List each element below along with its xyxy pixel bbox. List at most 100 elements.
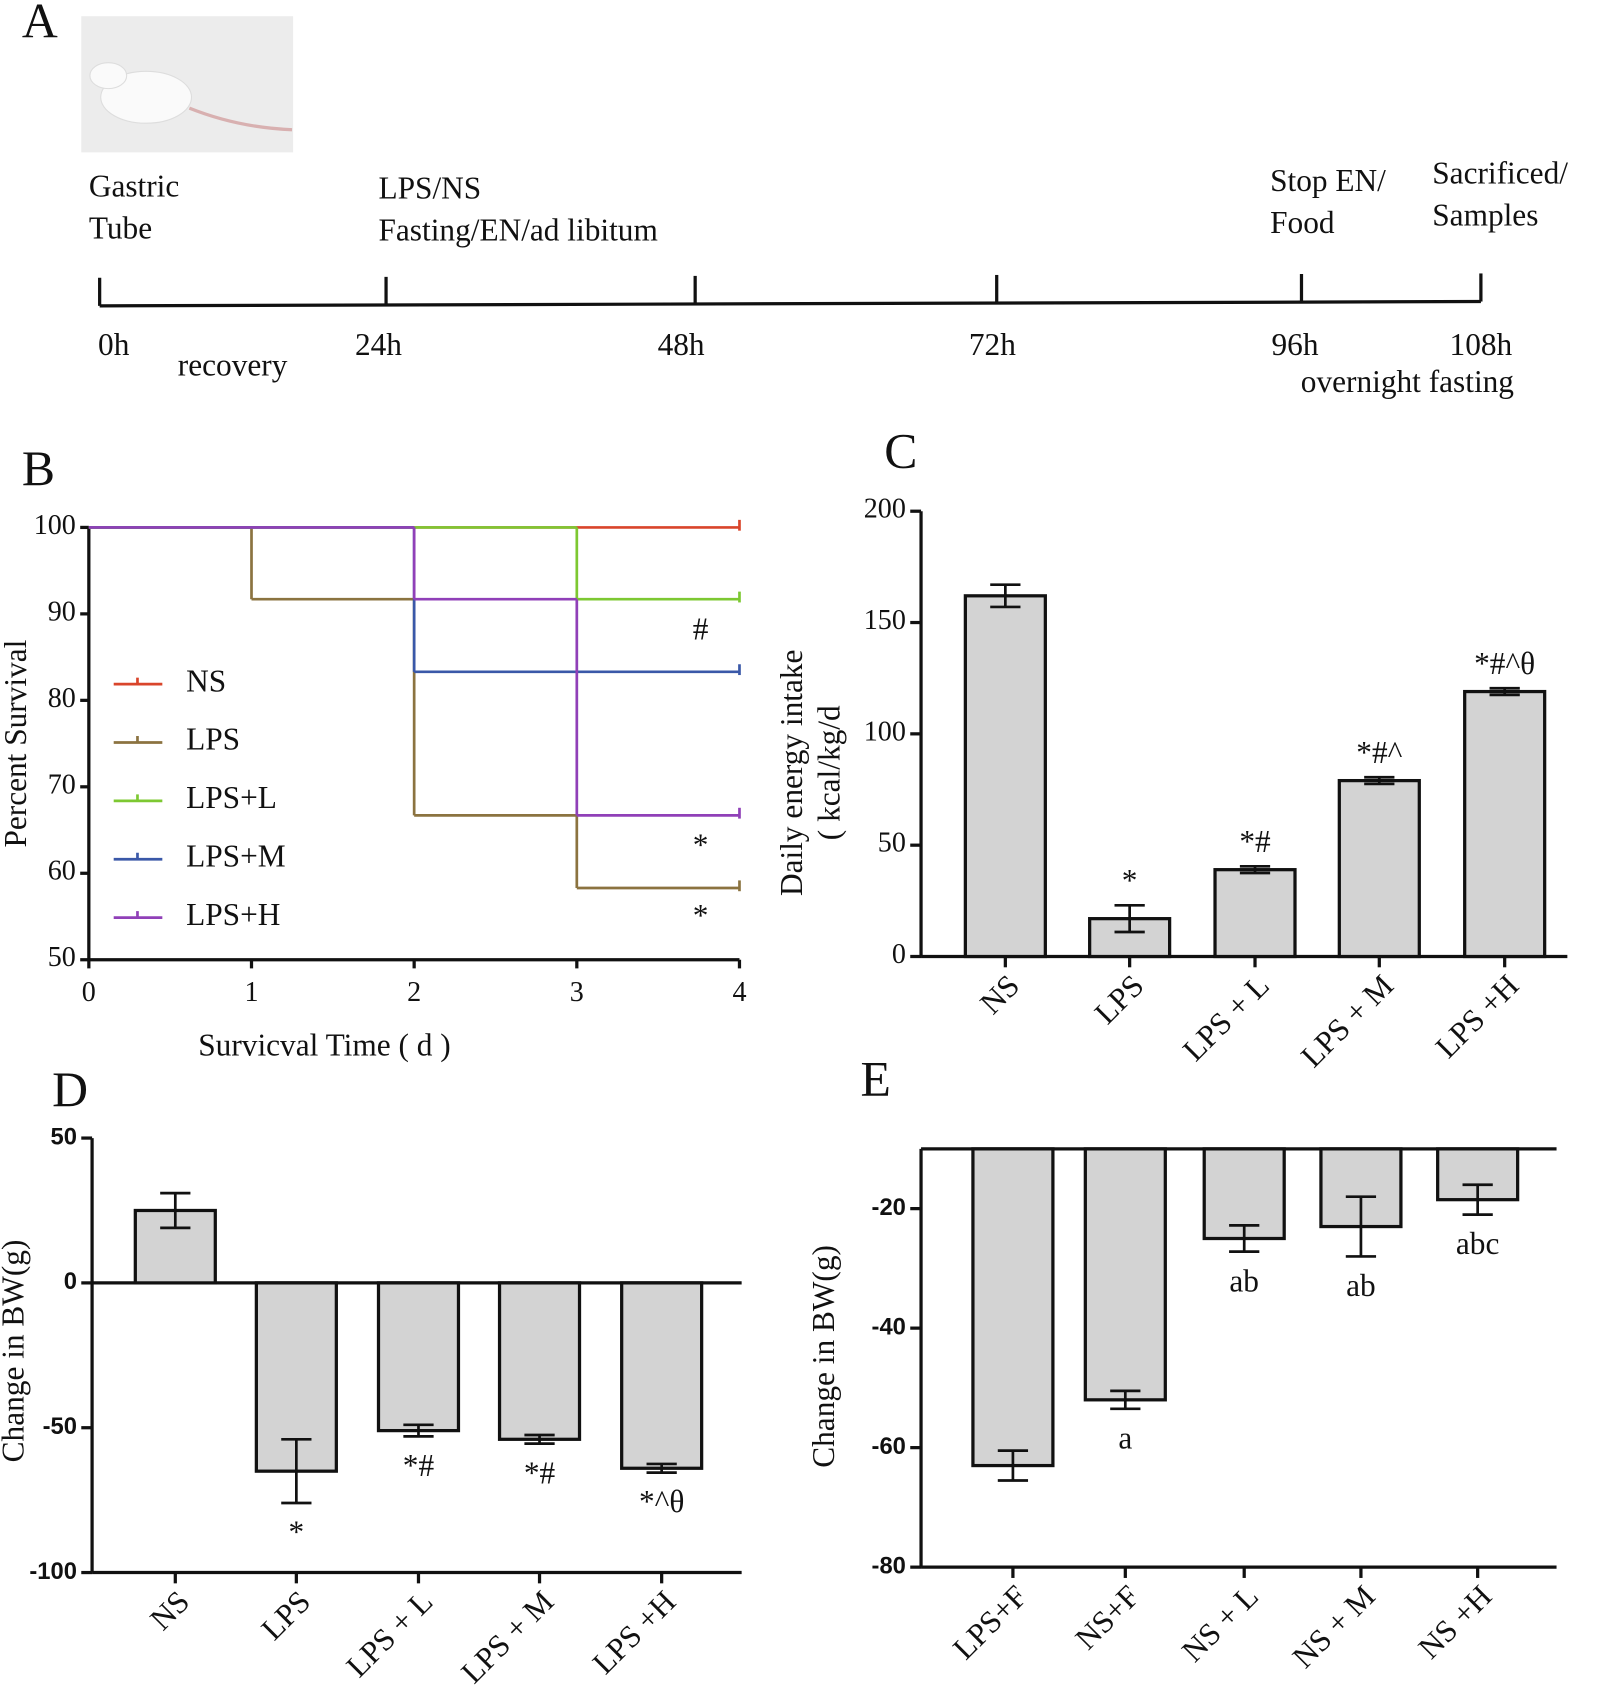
timeline-event: Food (1270, 205, 1335, 240)
timeline-phase: overnight fasting (1301, 364, 1514, 399)
timeline-event: Stop EN/ (1270, 163, 1386, 198)
annotation: * (289, 1515, 305, 1550)
legend-label: LPS (186, 722, 240, 757)
x-tick-label: LPS (1088, 968, 1151, 1031)
x-tick-label: NS+F (1068, 1578, 1146, 1656)
bar (971, 1147, 1055, 1468)
timeline-tick-label: 108h (1450, 327, 1513, 362)
y-tick-label: 70 (48, 769, 76, 800)
legend-label: LPS+H (186, 897, 280, 932)
panel-label: E (861, 1051, 891, 1106)
annotation: *#^θ (1474, 646, 1535, 681)
y-axis-label: Daily energy intake (774, 650, 809, 896)
x-tick-label: LPS +H (1429, 968, 1526, 1065)
x-tick-label: LPS+F (946, 1578, 1034, 1666)
x-tick-label: 2 (407, 977, 421, 1008)
annotation: ab (1229, 1263, 1259, 1298)
annotation: a (1118, 1420, 1132, 1455)
timeline-tick-label: 48h (658, 327, 705, 362)
annotation: *#^ (1356, 735, 1402, 770)
x-tick-label: LPS + L (1176, 968, 1276, 1068)
x-tick-label: NS + M (1285, 1578, 1381, 1674)
rat-body (100, 70, 193, 124)
y-tick-label: 50 (51, 1123, 77, 1150)
bar (1463, 689, 1547, 959)
bar (1083, 1147, 1167, 1402)
annotation: ab (1346, 1268, 1376, 1303)
y-tick-label: 80 (48, 683, 76, 714)
y-axis-label: Change in BW(g) (0, 1240, 31, 1463)
x-tick-label: LPS +H (586, 1584, 683, 1681)
rat-image (81, 16, 294, 153)
timeline-event: Gastric (89, 168, 179, 203)
x-tick-label: LPS (254, 1584, 317, 1647)
annotation: *# (403, 1448, 435, 1483)
annotation: *^θ (639, 1484, 684, 1519)
y-tick-label: 100 (864, 716, 906, 747)
y-tick-label: 90 (48, 596, 76, 627)
y-tick-label: -60 (872, 1433, 906, 1460)
panel-label: D (52, 1062, 88, 1117)
x-tick-label: 4 (732, 977, 746, 1008)
timeline-axis (99, 299, 1481, 308)
bar (1337, 778, 1421, 959)
timeline-phase: recovery (178, 348, 288, 383)
y-tick-label: 60 (48, 856, 76, 887)
x-tick-label: NS (973, 968, 1026, 1021)
panel-label: A (22, 0, 58, 48)
annotation: * (1122, 863, 1138, 898)
annotation: *# (524, 1455, 556, 1490)
annotation: * (693, 898, 709, 933)
timeline-event: Sacrificed/ (1432, 155, 1568, 190)
timeline-tick-label: 72h (969, 327, 1016, 362)
legend-label: LPS+M (186, 838, 286, 873)
bar (963, 594, 1047, 959)
y-tick-label: 0 (64, 1268, 77, 1295)
y-tick-label: -50 (43, 1413, 77, 1440)
x-tick-label: LPS + M (454, 1584, 560, 1690)
timeline-event: Fasting/EN/ad libitum (378, 213, 657, 248)
y-tick-label: -100 (29, 1558, 77, 1585)
x-tick-label: 3 (570, 977, 584, 1008)
annotation: * (693, 828, 709, 863)
timeline-tick-label: 24h (355, 327, 402, 362)
panel-label: B (22, 441, 55, 496)
y-tick-label: -40 (872, 1313, 906, 1340)
x-tick-label: 0 (82, 977, 96, 1008)
timeline-tick-label: 0h (98, 327, 130, 362)
timeline-event: LPS/NS (378, 170, 481, 205)
bar (497, 1281, 582, 1441)
legend-label: LPS+L (186, 780, 277, 815)
timeline-event: Tube (89, 210, 152, 245)
y-tick-label: 50 (878, 828, 906, 859)
x-tick-label: LPS + L (339, 1584, 439, 1684)
legend-label: NS (186, 663, 226, 698)
panel-label: C (884, 423, 917, 478)
annotation: # (693, 611, 709, 646)
y-axis-label: Change in BW(g) (806, 1245, 841, 1468)
bar (1213, 868, 1297, 959)
y-axis-label: ( kcal/kg/d (812, 705, 847, 840)
rat-head (89, 62, 128, 90)
y-axis-label: Percent Survival (0, 639, 33, 847)
x-tick-label: LPS + M (1294, 968, 1400, 1074)
y-tick-label: 0 (892, 939, 906, 970)
y-tick-label: -80 (872, 1552, 906, 1579)
x-tick-label: NS + L (1175, 1578, 1265, 1668)
timeline-tick-label: 96h (1272, 327, 1319, 362)
y-tick-label: 50 (48, 942, 76, 973)
timeline-event: Samples (1432, 198, 1538, 233)
x-tick-label: NS (143, 1584, 196, 1637)
annotation: *# (1239, 824, 1271, 859)
y-tick-label: 200 (864, 494, 906, 525)
y-tick-label: -20 (872, 1194, 906, 1221)
rat-tail (188, 106, 293, 132)
annotation: abc (1456, 1226, 1499, 1261)
x-tick-label: 1 (244, 977, 258, 1008)
bar (620, 1281, 704, 1470)
x-tick-label: NS +H (1411, 1578, 1498, 1665)
x-axis-label: Survicval Time ( d ) (198, 1028, 450, 1063)
bar (376, 1281, 461, 1433)
